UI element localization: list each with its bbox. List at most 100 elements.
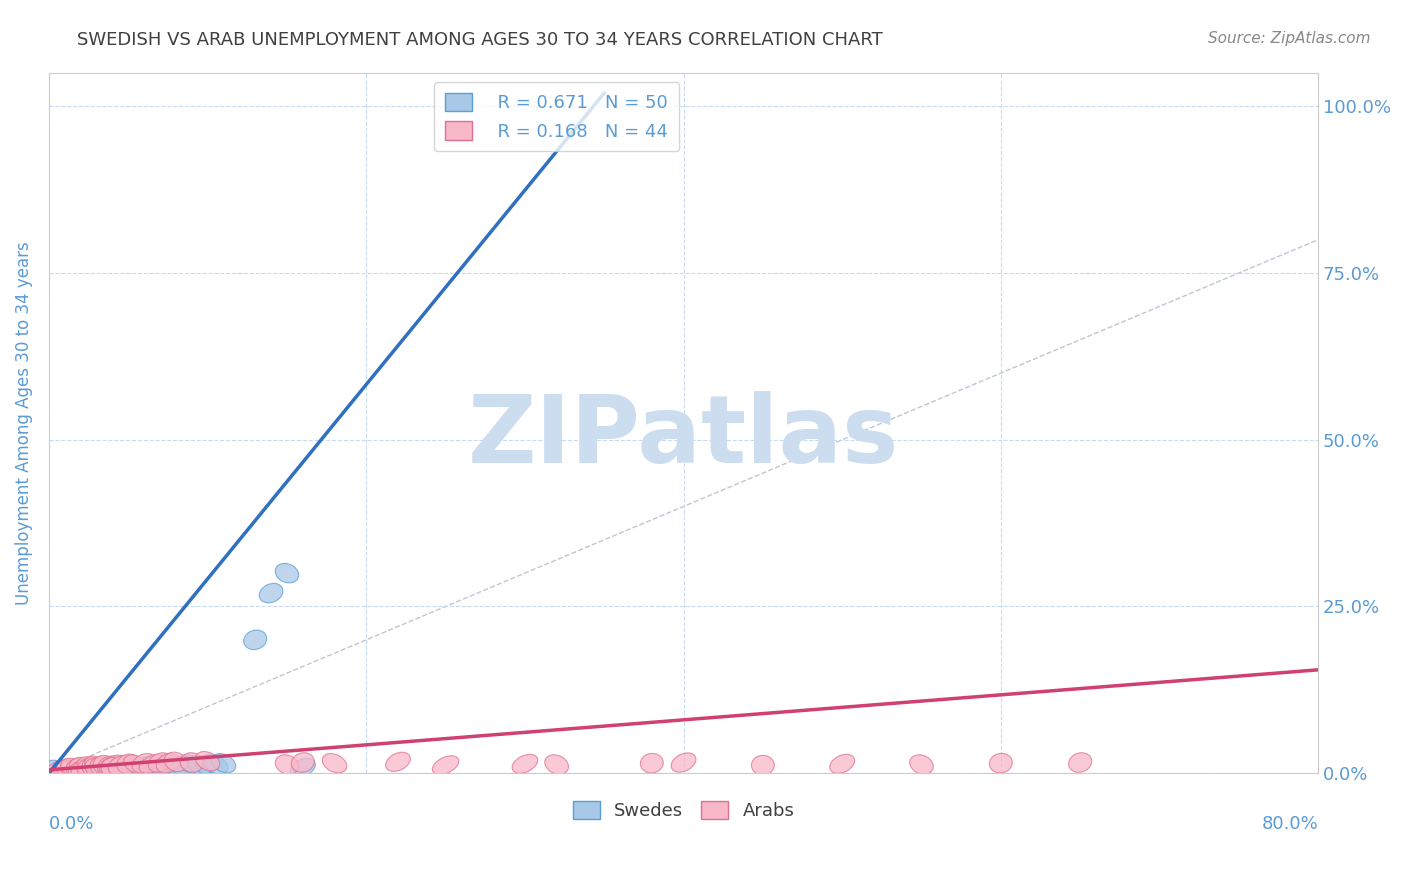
Ellipse shape — [60, 760, 84, 780]
Ellipse shape — [104, 759, 128, 779]
Ellipse shape — [90, 756, 112, 776]
Ellipse shape — [97, 756, 121, 775]
Ellipse shape — [156, 754, 180, 772]
Ellipse shape — [180, 753, 204, 772]
Ellipse shape — [512, 755, 537, 773]
Ellipse shape — [84, 756, 108, 775]
Ellipse shape — [69, 759, 93, 779]
Ellipse shape — [77, 761, 103, 780]
Ellipse shape — [180, 755, 204, 774]
Ellipse shape — [544, 755, 568, 774]
Ellipse shape — [188, 756, 211, 775]
Y-axis label: Unemployment Among Ages 30 to 34 years: Unemployment Among Ages 30 to 34 years — [15, 241, 32, 605]
Ellipse shape — [195, 752, 219, 771]
Ellipse shape — [56, 762, 80, 780]
Ellipse shape — [77, 759, 100, 779]
Ellipse shape — [148, 753, 172, 772]
Ellipse shape — [73, 761, 96, 780]
Ellipse shape — [124, 755, 149, 774]
Ellipse shape — [115, 758, 142, 777]
Ellipse shape — [51, 762, 73, 781]
Ellipse shape — [276, 564, 298, 582]
Ellipse shape — [60, 758, 84, 778]
Ellipse shape — [114, 759, 136, 779]
Ellipse shape — [56, 759, 80, 779]
Ellipse shape — [990, 754, 1012, 773]
Ellipse shape — [93, 758, 117, 778]
Ellipse shape — [66, 759, 89, 779]
Ellipse shape — [100, 756, 125, 774]
Ellipse shape — [145, 757, 169, 776]
Ellipse shape — [141, 757, 163, 777]
Ellipse shape — [48, 761, 75, 780]
Ellipse shape — [640, 754, 664, 773]
Ellipse shape — [124, 757, 148, 777]
Ellipse shape — [52, 761, 77, 780]
Legend: Swedes, Arabs: Swedes, Arabs — [565, 793, 801, 827]
Ellipse shape — [173, 756, 195, 776]
Ellipse shape — [90, 760, 115, 779]
Ellipse shape — [243, 630, 267, 649]
Ellipse shape — [82, 757, 105, 777]
Ellipse shape — [75, 760, 100, 780]
Ellipse shape — [322, 754, 347, 772]
Ellipse shape — [291, 753, 315, 772]
Ellipse shape — [94, 760, 118, 780]
Ellipse shape — [117, 754, 139, 773]
Ellipse shape — [84, 759, 108, 778]
Ellipse shape — [67, 762, 93, 780]
Ellipse shape — [1069, 753, 1091, 772]
Ellipse shape — [45, 760, 69, 780]
Ellipse shape — [136, 759, 159, 779]
Ellipse shape — [204, 755, 228, 774]
Ellipse shape — [671, 753, 696, 772]
Ellipse shape — [152, 758, 174, 778]
Text: ZIPatlas: ZIPatlas — [468, 391, 900, 483]
Ellipse shape — [121, 758, 145, 778]
Ellipse shape — [69, 760, 93, 779]
Ellipse shape — [77, 756, 100, 776]
Ellipse shape — [385, 752, 411, 772]
Ellipse shape — [52, 761, 77, 780]
Ellipse shape — [69, 757, 93, 777]
Ellipse shape — [108, 758, 132, 778]
Ellipse shape — [128, 758, 155, 777]
Ellipse shape — [132, 754, 156, 772]
Text: 80.0%: 80.0% — [1261, 815, 1319, 833]
Ellipse shape — [156, 756, 180, 776]
Ellipse shape — [276, 755, 298, 774]
Ellipse shape — [84, 758, 108, 778]
Ellipse shape — [132, 756, 156, 776]
Ellipse shape — [195, 754, 219, 773]
Ellipse shape — [165, 756, 187, 775]
Text: Source: ZipAtlas.com: Source: ZipAtlas.com — [1208, 31, 1371, 46]
Ellipse shape — [87, 760, 112, 780]
Ellipse shape — [101, 757, 124, 777]
Ellipse shape — [433, 756, 458, 774]
Ellipse shape — [910, 755, 934, 774]
Ellipse shape — [60, 760, 86, 779]
Ellipse shape — [751, 756, 775, 775]
Ellipse shape — [115, 760, 141, 779]
Ellipse shape — [45, 762, 69, 780]
Ellipse shape — [100, 760, 125, 780]
Ellipse shape — [211, 754, 236, 772]
Ellipse shape — [86, 761, 108, 780]
Text: SWEDISH VS ARAB UNEMPLOYMENT AMONG AGES 30 TO 34 YEARS CORRELATION CHART: SWEDISH VS ARAB UNEMPLOYMENT AMONG AGES … — [77, 31, 883, 49]
Ellipse shape — [93, 756, 115, 775]
Ellipse shape — [165, 752, 187, 772]
Ellipse shape — [148, 756, 173, 775]
Ellipse shape — [82, 759, 105, 779]
Ellipse shape — [139, 755, 165, 773]
Ellipse shape — [108, 756, 132, 775]
Text: 0.0%: 0.0% — [49, 815, 94, 833]
Ellipse shape — [830, 755, 855, 773]
Ellipse shape — [63, 761, 89, 780]
Ellipse shape — [72, 758, 97, 778]
Ellipse shape — [72, 759, 96, 779]
Ellipse shape — [77, 759, 100, 779]
Ellipse shape — [66, 760, 90, 780]
Ellipse shape — [100, 758, 125, 777]
Ellipse shape — [97, 759, 121, 779]
Ellipse shape — [259, 583, 283, 603]
